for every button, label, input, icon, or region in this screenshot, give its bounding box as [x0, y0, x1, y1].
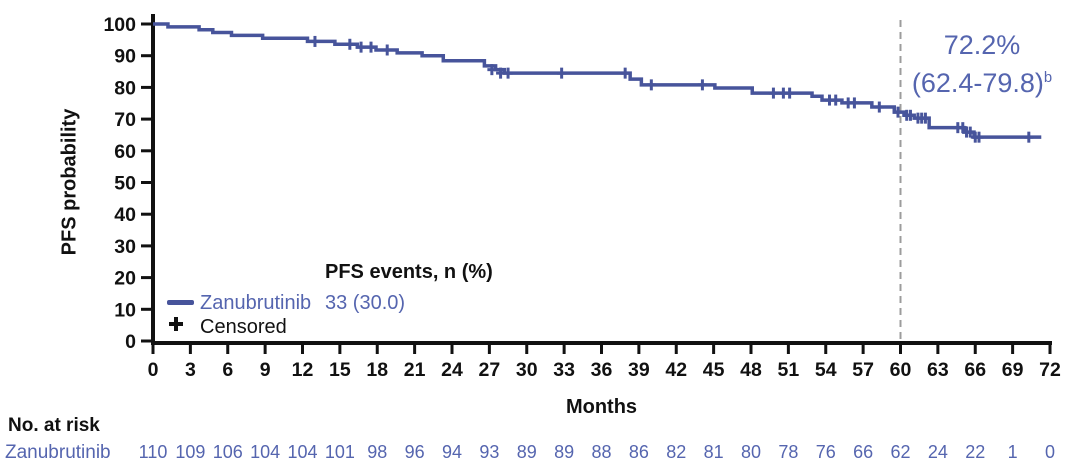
x-tick-label: 15 [329, 359, 351, 381]
x-tick-label: 9 [260, 359, 271, 381]
at-risk-count-m72: 0 [1044, 442, 1055, 462]
at-risk-count-m21: 96 [404, 442, 425, 462]
y-tick-label: 60 [114, 141, 136, 163]
at-risk-count-m39: 86 [628, 442, 649, 462]
at-risk-header: No. at risk [8, 415, 100, 436]
at-risk-count-m12: 104 [287, 442, 318, 462]
at-risk-count-m42: 82 [666, 442, 687, 462]
x-tick-label: 60 [890, 359, 912, 381]
at-risk-count-m57: 66 [853, 442, 874, 462]
y-tick-label: 50 [114, 173, 136, 195]
landmark-annotation: 72.2% (62.4-79.8)b [893, 26, 1071, 103]
at-risk-count-m69: 1 [1007, 442, 1018, 462]
x-tick-label: 69 [1002, 359, 1024, 381]
x-tick-label: 45 [703, 359, 725, 381]
legend-item-censored: Censored [200, 316, 287, 338]
x-axis-title: Months [565, 396, 638, 418]
y-tick-label: 10 [114, 299, 136, 321]
at-risk-count-m45: 81 [703, 442, 724, 462]
x-tick-label: 36 [591, 359, 613, 381]
y-axis-title: PFS probability [58, 108, 81, 256]
at-risk-count-m15: 101 [324, 442, 355, 462]
landmark-value: 72.2% [943, 30, 1021, 60]
x-tick-label: 3 [185, 359, 196, 381]
at-risk-row-label: Zanubrutinib [5, 442, 111, 463]
at-risk-count-m6: 106 [212, 442, 243, 462]
zanubrutinib-line-marker-icon [167, 300, 194, 305]
y-tick-label: 40 [114, 204, 136, 226]
footnote-superscript: b [1043, 70, 1053, 87]
x-tick-label: 66 [964, 359, 986, 381]
at-risk-count-m63: 24 [927, 442, 948, 462]
at-risk-count-m36: 88 [591, 442, 612, 462]
y-tick-label: 80 [114, 77, 136, 99]
at-risk-count-m27: 93 [479, 442, 500, 462]
at-risk-count-m54: 76 [815, 442, 836, 462]
at-risk-count-m24: 94 [441, 442, 463, 462]
x-tick-label: 51 [778, 359, 800, 381]
x-tick-label: 48 [740, 359, 762, 381]
at-risk-count-m0: 110 [138, 442, 168, 462]
x-tick-label: 6 [222, 359, 233, 381]
at-risk-counts-row: 110 109 106 104 104 101 98 96 94 93 89 89 88 86 82 81 80… [0, 442, 1080, 466]
x-tick-label: 0 [148, 359, 159, 381]
y-tick-label: 30 [114, 236, 136, 258]
at-risk-count-m3: 109 [175, 442, 206, 462]
x-tick-label: 42 [665, 359, 687, 381]
at-risk-count-m60: 62 [890, 442, 911, 462]
x-tick-label: 30 [516, 359, 538, 381]
y-tick-label: 100 [103, 14, 136, 36]
x-tick-label: 12 [292, 359, 314, 381]
km-curve-zanubrutinib [153, 22, 1042, 139]
x-tick-label: 21 [404, 359, 426, 381]
at-risk-count-m18: 98 [367, 442, 388, 462]
x-tick-label: 33 [553, 359, 575, 381]
x-tick-label: 72 [1039, 359, 1061, 381]
y-tick-label: 0 [125, 331, 136, 353]
x-tick-label: 63 [927, 359, 949, 381]
at-risk-count-m51: 78 [778, 442, 799, 462]
censored-plus-icon [169, 317, 183, 331]
at-risk-count-m66: 22 [965, 442, 986, 462]
x-tick-label: 39 [628, 359, 650, 381]
y-tick-label: 20 [114, 268, 136, 290]
at-risk-count-m30: 89 [516, 442, 537, 462]
x-tick-label: 54 [815, 359, 837, 381]
at-risk-count-m48: 80 [740, 442, 762, 462]
x-tick-label: 27 [479, 359, 501, 381]
at-risk-count-m33: 89 [554, 442, 575, 462]
at-risk-count-m9: 104 [250, 442, 281, 462]
legend-item-zanubrutinib: Zanubrutinib [200, 292, 312, 314]
y-tick-label: 70 [114, 109, 136, 131]
legend-value-zanubrutinib: 33 (30.0) [325, 292, 406, 314]
x-tick-label: 24 [441, 359, 463, 381]
x-tick-label: 57 [852, 359, 874, 381]
legend-header: PFS events, n (%) [325, 261, 493, 283]
landmark-ci: (62.4-79.8)b [911, 68, 1053, 99]
x-tick-label: 18 [366, 359, 388, 381]
y-tick-label: 90 [114, 46, 136, 68]
